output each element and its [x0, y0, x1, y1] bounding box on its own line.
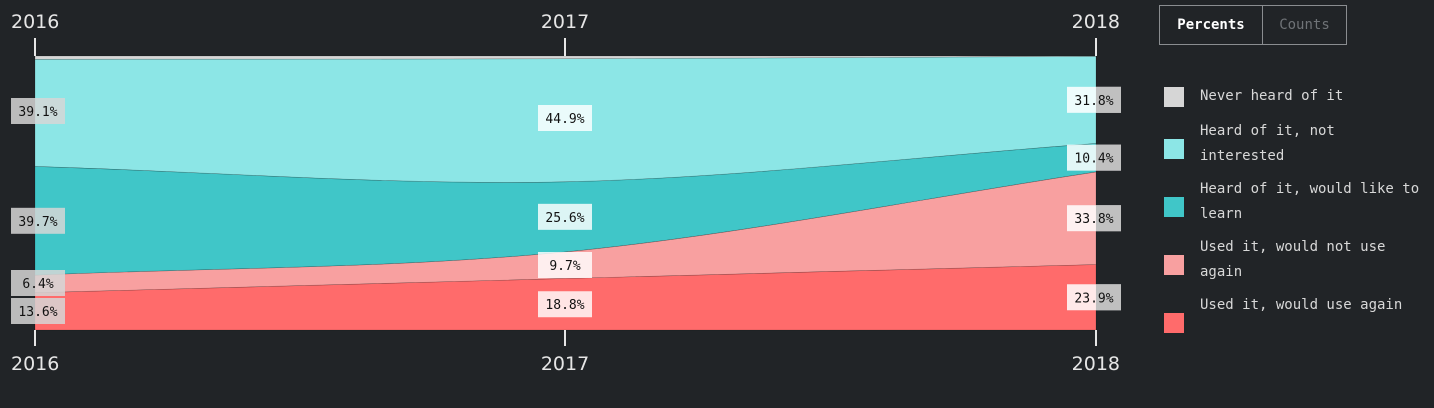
- value-label: 39.7%: [11, 207, 65, 234]
- value-label: 25.6%: [538, 203, 592, 230]
- legend-label: Heard of it, not interested: [1200, 123, 1335, 164]
- top-year-label: 2016: [11, 11, 59, 33]
- value-label-text: 25.6%: [545, 211, 584, 226]
- value-label-text: 18.8%: [545, 298, 584, 313]
- value-label-bg: [11, 98, 65, 124]
- value-label-bg: [11, 298, 65, 324]
- value-label-bg: [538, 105, 592, 131]
- bottom-year-label: 2018: [1072, 353, 1120, 375]
- bottom-year-label: 2017: [541, 353, 589, 375]
- legend-label: Used it, would not use again: [1200, 239, 1386, 280]
- value-label-edge: [1096, 144, 1121, 171]
- value-label-text: 39.7%: [18, 215, 57, 230]
- area-never-heard-of-it[interactable]: [34, 55, 1097, 60]
- legend-label: Never heard of it: [1200, 88, 1344, 104]
- value-label-text: 33.8%: [1074, 212, 1113, 227]
- legend-swatch: [1164, 255, 1184, 275]
- value-label: 33.8%: [1067, 205, 1121, 232]
- legend-swatch: [1164, 87, 1184, 107]
- value-label-bg: [11, 207, 65, 234]
- value-label-text: 39.1%: [18, 105, 57, 120]
- value-label-edge: [1096, 284, 1121, 311]
- legend-label: Heard of it, would like to learn: [1200, 181, 1420, 222]
- top-year-label: 2018: [1072, 11, 1120, 33]
- value-label: 6.4%: [11, 270, 65, 296]
- value-label: 18.8%: [538, 291, 592, 318]
- legend-item-never-heard: Never heard of it: [1164, 84, 1424, 124]
- value-label-text: 6.4%: [22, 277, 53, 292]
- value-label: 13.6%: [11, 298, 65, 324]
- value-label: 31.8%: [1067, 86, 1121, 113]
- value-label-text: 13.6%: [18, 305, 57, 320]
- value-label: 23.9%: [1067, 284, 1121, 311]
- legend-item-would-not-use-again: Used it, would not use again: [1164, 239, 1424, 298]
- value-label: 9.7%: [538, 252, 592, 278]
- value-label-text: 23.9%: [1074, 291, 1113, 306]
- value-label-text: 44.9%: [545, 112, 584, 127]
- stacked-area-chart: 2016 2016 2017 2017 2018 2018 13.6% 18.8% 23.9%…: [11, 11, 1121, 375]
- value-label-text: 9.7%: [549, 259, 580, 274]
- legend-label: Used it, would use again: [1200, 297, 1403, 313]
- counts-toggle-button[interactable]: Counts: [1279, 17, 1330, 33]
- view-toggle[interactable]: Percents Counts: [1159, 5, 1347, 45]
- value-label: 39.1%: [11, 98, 65, 124]
- value-label-bg: [11, 270, 65, 296]
- value-label-edge: [1096, 86, 1121, 113]
- value-label: 10.4%: [1067, 144, 1121, 171]
- legend-swatch: [1164, 313, 1184, 333]
- value-label-bg: [538, 252, 592, 278]
- legend-item-not-interested: Heard of it, not interested: [1164, 123, 1424, 182]
- legend-item-would-use-again: Used it, would use again: [1164, 297, 1424, 356]
- chart-areas: [34, 55, 1097, 331]
- bottom-year-label: 2016: [11, 353, 59, 375]
- chart-axes: 2016 2016 2017 2017 2018 2018: [11, 11, 1120, 375]
- value-label-bg: [538, 291, 592, 318]
- percents-toggle-button[interactable]: Percents: [1160, 6, 1263, 44]
- value-label-text: 10.4%: [1074, 152, 1113, 167]
- legend-swatch: [1164, 197, 1184, 217]
- chart-value-labels: 13.6% 18.8% 23.9% 6.4% 9.7% 33.8% 39.7% 25.6% 10…: [11, 86, 1121, 324]
- value-label-text: 31.8%: [1074, 94, 1113, 109]
- legend-swatch: [1164, 139, 1184, 159]
- top-year-label: 2017: [541, 11, 589, 33]
- legend-item-would-like-to-learn: Heard of it, would like to learn: [1164, 181, 1424, 240]
- value-label-edge: [1096, 205, 1121, 232]
- chart-legend: Never heard of it Heard of it, not inter…: [1164, 84, 1424, 356]
- value-label-bg: [538, 203, 592, 230]
- value-label: 44.9%: [538, 105, 592, 131]
